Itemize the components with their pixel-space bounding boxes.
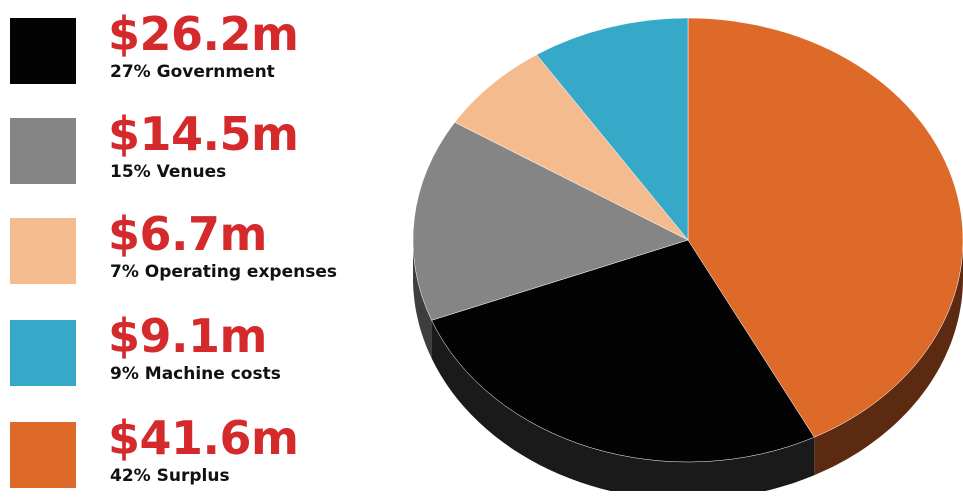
legend-amount-venues: $14.5m [108, 107, 299, 161]
legend-label-government: 27% Government [110, 62, 275, 82]
legend-item-machine-costs: $9.1m 9% Machine costs [0, 308, 420, 398]
pie-slice-operating-expenses [454, 54, 689, 241]
legend-item-operating-expenses: $6.7m 7% Operating expenses [0, 206, 420, 296]
legend-label-surplus: 42% Surplus [110, 466, 230, 486]
legend-swatch-machine-costs [10, 320, 76, 386]
legend-swatch-surplus [10, 422, 76, 488]
pie-slice-venues [412, 121, 689, 321]
pie-side-surplus [814, 240, 963, 476]
legend-swatch-government [10, 18, 76, 84]
legend-swatch-operating-expenses [10, 218, 76, 284]
legend-amount-operating-expenses: $6.7m [108, 207, 267, 261]
legend-amount-surplus: $41.6m [108, 411, 299, 465]
legend-label-venues: 15% Venues [110, 162, 227, 182]
pie-slice-surplus [687, 17, 963, 438]
legend-amount-machine-costs: $9.1m [108, 309, 267, 363]
pie-chart [412, 17, 963, 491]
legend-item-venues: $14.5m 15% Venues [0, 106, 420, 196]
pie-slice-government [431, 239, 815, 463]
legend-amount-government: $26.2m [108, 7, 299, 61]
legend-item-surplus: $41.6m 42% Surplus [0, 410, 420, 500]
legend-item-government: $26.2m 27% Government [0, 6, 420, 96]
legend-label-operating-expenses: 7% Operating expenses [110, 262, 337, 282]
chart-legend: $26.2m 27% Government $14.5m 15% Venues … [0, 0, 420, 491]
pie-side-venues [413, 240, 432, 359]
legend-swatch-venues [10, 118, 76, 184]
legend-label-machine-costs: 9% Machine costs [110, 364, 281, 384]
pie-slice-machine-costs [536, 17, 689, 241]
pie-side-government [431, 320, 815, 491]
